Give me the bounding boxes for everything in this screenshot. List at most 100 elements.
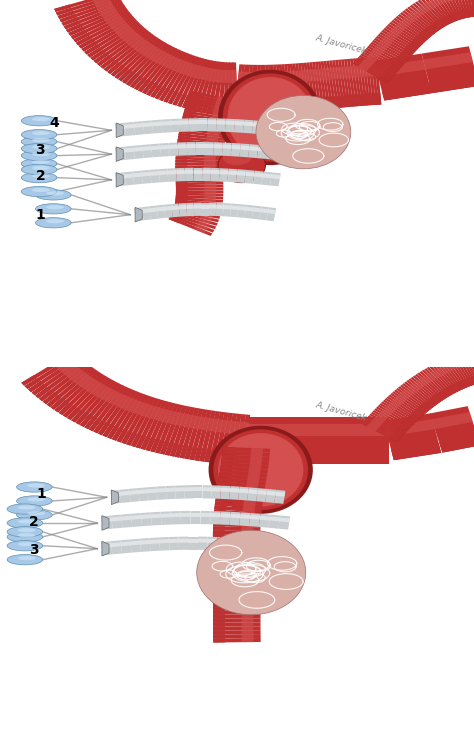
Polygon shape bbox=[154, 407, 164, 421]
Polygon shape bbox=[205, 144, 218, 148]
Polygon shape bbox=[241, 527, 253, 531]
Polygon shape bbox=[281, 417, 284, 464]
Polygon shape bbox=[445, 0, 452, 1]
Polygon shape bbox=[121, 397, 133, 410]
Ellipse shape bbox=[18, 528, 36, 532]
Polygon shape bbox=[371, 420, 382, 426]
Polygon shape bbox=[396, 23, 406, 30]
Polygon shape bbox=[217, 537, 227, 550]
Polygon shape bbox=[450, 362, 457, 370]
Polygon shape bbox=[213, 606, 261, 611]
Polygon shape bbox=[242, 570, 254, 575]
Polygon shape bbox=[252, 424, 255, 436]
Polygon shape bbox=[240, 145, 249, 150]
Polygon shape bbox=[213, 631, 225, 634]
Polygon shape bbox=[407, 14, 417, 21]
Polygon shape bbox=[213, 622, 261, 626]
Polygon shape bbox=[273, 452, 275, 464]
Polygon shape bbox=[438, 367, 446, 375]
Polygon shape bbox=[239, 489, 248, 493]
Polygon shape bbox=[218, 62, 228, 114]
Polygon shape bbox=[164, 90, 174, 103]
Polygon shape bbox=[368, 424, 379, 429]
Polygon shape bbox=[246, 207, 254, 211]
Polygon shape bbox=[204, 168, 216, 171]
Polygon shape bbox=[228, 169, 237, 182]
Polygon shape bbox=[279, 71, 283, 84]
Polygon shape bbox=[101, 541, 112, 555]
Polygon shape bbox=[275, 101, 279, 112]
Polygon shape bbox=[257, 65, 260, 112]
Polygon shape bbox=[267, 417, 270, 464]
Polygon shape bbox=[211, 115, 224, 120]
Polygon shape bbox=[318, 62, 328, 109]
Polygon shape bbox=[111, 542, 121, 547]
Polygon shape bbox=[397, 426, 407, 433]
Polygon shape bbox=[248, 490, 258, 494]
Polygon shape bbox=[143, 123, 153, 127]
Ellipse shape bbox=[32, 131, 50, 135]
Polygon shape bbox=[337, 95, 342, 108]
Polygon shape bbox=[418, 407, 427, 413]
Polygon shape bbox=[230, 488, 239, 493]
Polygon shape bbox=[290, 417, 293, 464]
Polygon shape bbox=[134, 207, 144, 221]
Polygon shape bbox=[413, 375, 443, 401]
Polygon shape bbox=[335, 96, 339, 108]
Ellipse shape bbox=[7, 540, 43, 550]
Polygon shape bbox=[25, 378, 40, 389]
Polygon shape bbox=[224, 413, 237, 465]
Polygon shape bbox=[213, 590, 225, 595]
Polygon shape bbox=[331, 452, 334, 464]
Polygon shape bbox=[397, 56, 407, 62]
Polygon shape bbox=[173, 59, 184, 72]
Polygon shape bbox=[213, 614, 261, 619]
Polygon shape bbox=[175, 407, 195, 457]
Polygon shape bbox=[184, 408, 203, 459]
Polygon shape bbox=[213, 563, 225, 567]
Polygon shape bbox=[417, 372, 447, 399]
Polygon shape bbox=[409, 385, 418, 393]
Polygon shape bbox=[383, 452, 386, 464]
Polygon shape bbox=[267, 424, 270, 436]
Polygon shape bbox=[213, 543, 225, 547]
Polygon shape bbox=[222, 447, 270, 453]
Polygon shape bbox=[217, 485, 229, 490]
Polygon shape bbox=[271, 65, 276, 112]
Polygon shape bbox=[204, 187, 216, 190]
Polygon shape bbox=[280, 125, 290, 130]
Polygon shape bbox=[131, 434, 141, 447]
Polygon shape bbox=[461, 352, 474, 384]
Polygon shape bbox=[270, 452, 273, 464]
Polygon shape bbox=[245, 492, 257, 497]
Polygon shape bbox=[274, 490, 285, 504]
Polygon shape bbox=[132, 170, 143, 184]
Text: 1: 1 bbox=[37, 487, 46, 501]
Polygon shape bbox=[374, 452, 377, 464]
Polygon shape bbox=[447, 363, 455, 371]
Polygon shape bbox=[419, 32, 429, 40]
Polygon shape bbox=[298, 63, 307, 111]
Polygon shape bbox=[193, 487, 202, 491]
Polygon shape bbox=[117, 394, 148, 443]
Ellipse shape bbox=[32, 160, 50, 164]
Polygon shape bbox=[428, 372, 437, 380]
Polygon shape bbox=[284, 452, 287, 464]
Polygon shape bbox=[330, 68, 335, 79]
Polygon shape bbox=[228, 452, 235, 465]
Polygon shape bbox=[309, 98, 313, 110]
Polygon shape bbox=[322, 417, 325, 464]
Polygon shape bbox=[114, 23, 129, 33]
Polygon shape bbox=[175, 159, 187, 163]
Polygon shape bbox=[429, 25, 438, 32]
Polygon shape bbox=[53, 356, 69, 367]
Polygon shape bbox=[35, 360, 87, 399]
Polygon shape bbox=[228, 101, 233, 114]
Polygon shape bbox=[115, 67, 128, 79]
Polygon shape bbox=[176, 150, 223, 156]
Polygon shape bbox=[355, 94, 359, 106]
Polygon shape bbox=[238, 422, 245, 435]
Polygon shape bbox=[242, 555, 254, 559]
Ellipse shape bbox=[32, 188, 50, 192]
Polygon shape bbox=[156, 486, 167, 500]
